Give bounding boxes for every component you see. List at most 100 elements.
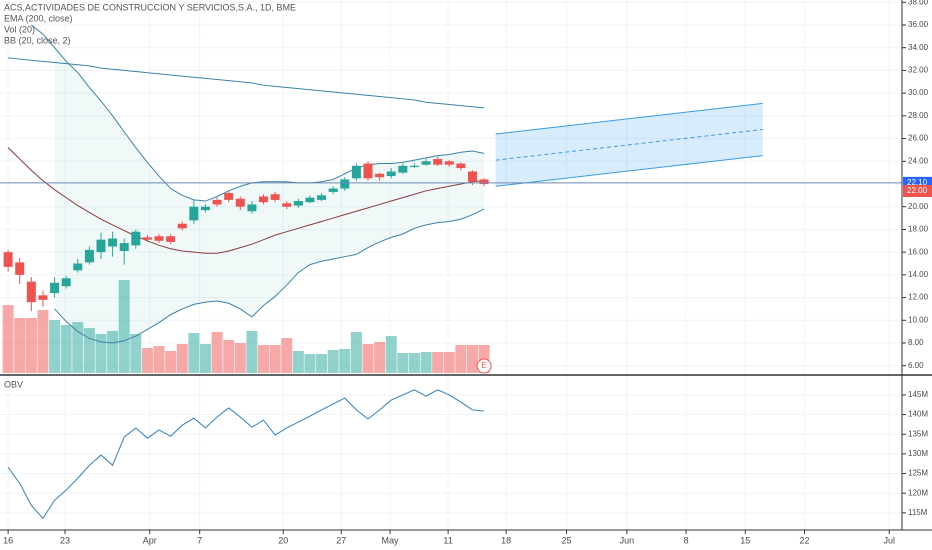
volume-bar <box>432 352 444 373</box>
volume-bar <box>14 318 26 373</box>
bb-fill <box>54 47 485 344</box>
y-tick-label: 8.00 <box>908 338 924 347</box>
y-tick-label: 18.00 <box>908 225 929 234</box>
candle-body <box>282 203 292 207</box>
candle-body <box>50 282 60 294</box>
volume-bar <box>37 310 49 373</box>
candle-body <box>363 163 373 179</box>
candle-body <box>189 206 199 221</box>
earnings-label: E <box>481 361 486 370</box>
chart-title: ACS,ACTIVIDADES DE CONSTRUCCION Y SERVIC… <box>4 2 296 12</box>
candle-body <box>96 239 106 253</box>
candle-body <box>386 171 396 177</box>
y-tick-label: 10.00 <box>908 315 929 324</box>
last-price-label: 22.00 <box>907 186 928 195</box>
volume-bar <box>153 346 165 373</box>
volume-bar <box>316 354 328 373</box>
candle-body <box>15 262 25 275</box>
y-tick-label: 28.00 <box>908 111 929 120</box>
volume-bar <box>199 344 211 373</box>
x-tick-label: 18 <box>501 535 511 545</box>
candle-body <box>398 165 408 173</box>
x-tick-label: 15 <box>740 535 750 545</box>
volume-bar <box>258 345 270 373</box>
bb-basis-line <box>7 147 485 254</box>
bb-upper-line <box>31 24 485 202</box>
obv-y-tick-label: 140M <box>908 410 928 419</box>
candle-body <box>305 197 315 203</box>
obv-y-tick-label: 125M <box>908 469 928 478</box>
candle-body <box>340 179 350 189</box>
candle-body <box>38 295 48 300</box>
volume-bar <box>141 348 153 373</box>
y-tick-label: 16.00 <box>908 247 929 256</box>
candle-body <box>467 171 477 182</box>
candle-body <box>317 195 327 200</box>
x-tick-label: Jul <box>883 535 895 545</box>
volume-bar <box>176 344 188 373</box>
x-tick-label: 23 <box>60 535 70 545</box>
volume-bar <box>83 328 95 373</box>
candle-body <box>84 249 94 263</box>
candle-body <box>119 243 129 252</box>
candle-body <box>212 199 222 205</box>
price-line-label: 22.10 <box>907 178 928 187</box>
volume-bar <box>25 318 37 373</box>
y-tick-label: 26.00 <box>908 134 929 143</box>
volume-bar <box>2 305 14 373</box>
x-tick-label: 7 <box>197 535 202 545</box>
volume-bar <box>130 334 142 373</box>
volume-bar <box>211 332 223 373</box>
volume-bar <box>223 340 235 373</box>
candle-body <box>26 281 36 303</box>
candle-body <box>177 223 187 229</box>
candle-body <box>166 236 176 242</box>
volume-bar <box>397 353 409 373</box>
y-tick-label: 24.00 <box>908 156 929 165</box>
volume-bar <box>327 350 339 373</box>
candle-body <box>142 237 152 240</box>
indicator-label: Vol (20) <box>4 24 35 34</box>
volume-bar <box>443 352 455 373</box>
candle-body <box>375 173 385 178</box>
volume-bar <box>466 345 478 373</box>
candle-body <box>3 252 13 267</box>
y-tick-label: 6.00 <box>908 361 924 370</box>
volume-bar <box>339 349 351 373</box>
candle-body <box>200 206 210 211</box>
y-tick-label: 20.00 <box>908 202 929 211</box>
volume-bar <box>362 344 374 373</box>
volume-bar <box>188 333 200 373</box>
volume-bar <box>49 320 61 373</box>
candle-body <box>456 163 466 169</box>
volume-bar <box>408 353 420 373</box>
x-tick-label: Apr <box>143 535 157 545</box>
candle-body <box>270 194 280 200</box>
candle-body <box>421 161 431 165</box>
x-tick-label: 16 <box>3 535 13 545</box>
volume-bar <box>107 331 119 373</box>
candle-body <box>444 161 454 165</box>
candle-body <box>351 165 361 179</box>
x-tick-label: Jun <box>620 535 635 545</box>
obv-y-tick-label: 135M <box>908 429 928 438</box>
obv-y-tick-label: 145M <box>908 390 928 399</box>
candle-body <box>328 188 338 192</box>
candle-body <box>73 263 83 271</box>
last-price-box <box>903 185 932 197</box>
channel-lower <box>495 155 763 187</box>
y-tick-label: 38.00 <box>908 0 929 6</box>
earnings-marker <box>476 358 492 374</box>
volume-bar <box>246 331 258 373</box>
x-tick-label: 25 <box>561 535 571 545</box>
candle-body <box>409 165 419 167</box>
x-tick-label: 20 <box>278 535 288 545</box>
ema-line <box>8 57 485 109</box>
x-tick-label: 27 <box>336 535 346 545</box>
obv-label: OBV <box>4 379 23 389</box>
candle-body <box>293 201 303 206</box>
volume-bar <box>304 354 316 373</box>
candle-body <box>108 238 118 247</box>
x-tick-label: 11 <box>443 535 452 545</box>
candle-body <box>479 179 489 184</box>
